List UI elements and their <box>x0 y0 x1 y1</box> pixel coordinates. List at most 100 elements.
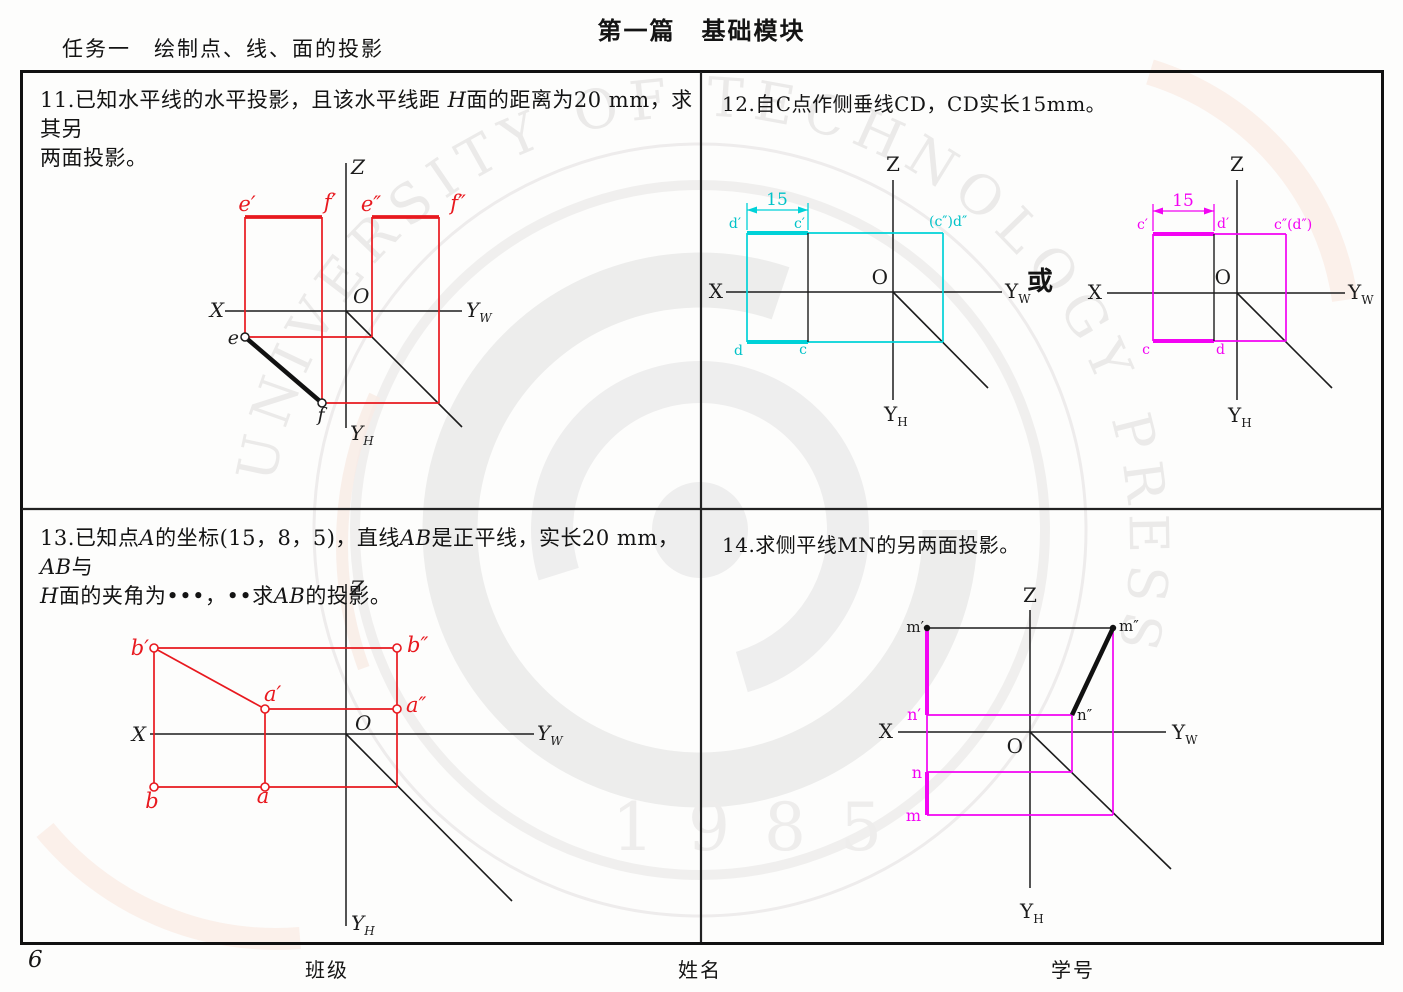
fig11-label-f-prime: f′ <box>322 190 337 214</box>
fig14-segment-mn-profile <box>1069 627 1116 716</box>
fig12c-label-x: X <box>709 279 724 303</box>
fig12m-label-yh: YH <box>1227 403 1252 430</box>
fig13-point-b-prime <box>149 643 159 653</box>
fig11-point-e <box>240 332 250 342</box>
fig12c-label-yw: YW <box>1004 279 1031 306</box>
fig13-points <box>149 643 402 792</box>
fig14-label-o: O <box>1007 734 1023 758</box>
problem-12-text: 12.自C点作侧垂线CD，CD实长15mm。 <box>722 92 1107 116</box>
fig12m-label-x: X <box>1088 280 1103 304</box>
fig14-label-m: m <box>906 806 921 825</box>
problem-14-text: 14.求侧平线MN的另两面投影。 <box>722 533 1020 557</box>
fig12c-label-c: c <box>799 342 807 358</box>
problem-13-line1: 13.已知点A的坐标(15，8，5)，直线AB是正平线，实长20 mm，AB与 <box>40 526 680 579</box>
watermark-pink-arc-bottom-left <box>36 822 301 950</box>
fig12c-label-o: O <box>872 265 888 289</box>
watermark-year: 1985 <box>612 789 916 866</box>
fig14-construction-lines <box>926 628 1114 816</box>
problem-11-line2: 两面投影。 <box>40 146 148 170</box>
fig12c-label-d-prime: d′ <box>729 216 741 232</box>
fig14-45deg-line <box>1029 731 1172 870</box>
fig12m-dim-label: 15 <box>1172 191 1194 211</box>
fig11-point-f <box>317 398 327 408</box>
page-title: 第一篇 基础模块 <box>597 17 806 45</box>
footer-name-label: 姓名 <box>678 958 722 982</box>
fig11-label-o: O <box>353 284 369 308</box>
fig13-point-a-prime <box>260 704 270 714</box>
worksheet-border <box>20 70 1384 945</box>
fig11-label-f: f <box>315 404 327 426</box>
fig13-label-z: Z <box>349 576 365 600</box>
problem-13-line2: H面的夹角为•••，••求AB的投影。 <box>40 584 392 608</box>
fig13-point-a <box>260 782 270 792</box>
fig12m-dim-arrow-right <box>1204 207 1214 215</box>
fig12c-45deg-line <box>892 291 989 389</box>
problem-11-text: 11.已知水平线的水平投影，且该水平线距 H面的距离为20 mm，求其另 两面投… <box>40 86 700 173</box>
fig13-label-yw: YW <box>537 721 564 748</box>
fig12m-label-d-prime: d′ <box>1217 216 1229 232</box>
fig12m-dimension-lines <box>1152 204 1215 231</box>
fig14-point-m-prime <box>923 624 931 632</box>
fig13-label-yh: YH <box>351 911 375 938</box>
task-subtitle: 任务一 绘制点、线、面的投影 <box>62 37 384 61</box>
fig12c-dim-label: 15 <box>766 190 788 210</box>
fig12m-dim-arrow-left <box>1153 207 1163 215</box>
fig12c-label-w-point: (c″)d″ <box>929 214 967 230</box>
fig13-construction-lines <box>153 647 398 788</box>
fig12c-projection-segments <box>747 231 808 344</box>
fig11-label-yh: YH <box>350 421 374 448</box>
fig11-label-e-prime: e′ <box>238 192 255 216</box>
fig12m-label-o: O <box>1215 265 1231 289</box>
problem-11-line1: 11.已知水平线的水平投影，且该水平线距 H面的距离为20 mm，求其另 <box>40 88 693 141</box>
fig14-label-z: Z <box>1023 583 1037 607</box>
fig13-label-b-dblprime: b″ <box>407 633 428 657</box>
fig12c-label-d: d <box>734 343 743 359</box>
fig12m-label-w-point: c″(d″) <box>1274 217 1312 233</box>
fig12m-projection-segments <box>1153 232 1214 343</box>
fig12c-label-z: Z <box>886 152 900 176</box>
fig13-45deg-line <box>345 733 513 902</box>
fig13-label-x: X <box>130 722 147 746</box>
fig12m-label-c: c <box>1142 342 1150 358</box>
figure-problem-13: b′ b″ a′ a″ b a X YW Z YH O <box>130 576 564 938</box>
fig14-point-m-dblprime <box>1109 624 1117 632</box>
fig12m-construction-lines <box>1152 233 1287 342</box>
fig11-label-e-dblprime: e″ <box>361 192 381 216</box>
fig14-label-n-dblprime: n″ <box>1077 706 1093 724</box>
fig11-segment-ef <box>243 335 324 405</box>
fig13-label-a-dblprime: a″ <box>406 693 427 717</box>
fig13-point-b <box>149 782 159 792</box>
fig13-point-b-dblprime <box>392 643 402 653</box>
fig13-label-a: a <box>257 784 270 808</box>
fig12c-label-yh: YH <box>883 402 908 429</box>
fig11-label-z: Z <box>350 155 366 179</box>
fig12c-dim-arrow-right <box>798 206 808 214</box>
fig13-label-b: b <box>145 789 158 813</box>
fig11-label-yw: YW <box>466 298 493 325</box>
fig11-label-f-dblprime: f″ <box>448 191 466 215</box>
fig12m-label-d: d <box>1216 342 1225 358</box>
problem-13-text: 13.已知点A的坐标(15，8，5)，直线AB是正平线，实长20 mm，AB与 … <box>40 524 700 611</box>
fig12c-label-c-prime: c′ <box>794 216 805 232</box>
fig12m-label-z: Z <box>1230 152 1244 176</box>
fig12c-dimension-lines <box>746 203 809 230</box>
fig14-label-x: X <box>879 719 894 743</box>
figure-problem-12-cyan: 15 d′ c′ (c″)d″ d c X YW Z YH O <box>709 152 1031 429</box>
fig11-label-x: X <box>208 298 225 322</box>
fig14-label-yh: YH <box>1019 899 1044 926</box>
fig11-45deg-line <box>345 310 463 428</box>
fig12c-construction-lines <box>746 232 944 343</box>
figure-problem-11: X YW Z YH O e′ f′ e″ f″ e f <box>208 155 493 448</box>
fig14-label-m-prime: m′ <box>906 618 924 636</box>
fig13-point-a-dblprime <box>392 704 402 714</box>
fig12m-label-c-prime: c′ <box>1137 217 1148 233</box>
fig12c-dim-arrow-left <box>747 206 757 214</box>
fig14-label-n: n <box>912 763 922 782</box>
fig13-label-b-prime: b′ <box>131 636 149 660</box>
footer-student-id-label: 学号 <box>1051 958 1095 982</box>
fig11-label-e: e <box>228 327 239 349</box>
footer-class-label: 班级 <box>305 958 349 982</box>
fig12m-label-yw: YW <box>1347 280 1374 307</box>
